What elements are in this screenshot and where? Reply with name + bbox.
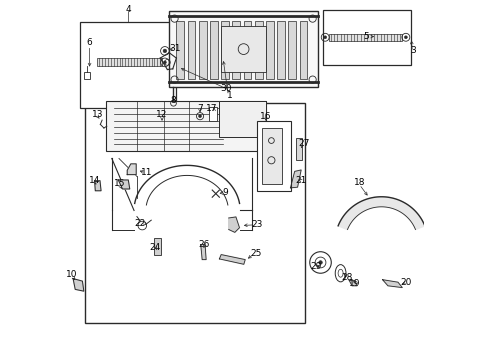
- Text: 9: 9: [222, 188, 227, 197]
- Text: 8: 8: [170, 96, 176, 105]
- Bar: [80, 22, 176, 108]
- Text: 24: 24: [149, 243, 160, 252]
- Text: 22: 22: [134, 219, 145, 228]
- Bar: [232, 22, 240, 79]
- Text: 1: 1: [227, 91, 233, 100]
- Bar: [187, 22, 195, 79]
- Text: 19: 19: [348, 279, 360, 288]
- Polygon shape: [382, 280, 402, 288]
- Circle shape: [163, 49, 166, 53]
- Bar: [243, 22, 251, 79]
- Text: 12: 12: [156, 110, 167, 119]
- Bar: [169, 12, 317, 87]
- Bar: [254, 22, 262, 79]
- Text: 3: 3: [409, 46, 415, 55]
- Circle shape: [318, 261, 322, 264]
- Bar: [208, 107, 216, 121]
- Polygon shape: [348, 280, 356, 286]
- Bar: [176, 22, 184, 79]
- Bar: [299, 22, 307, 79]
- Bar: [262, 128, 282, 184]
- Text: 26: 26: [198, 240, 209, 249]
- Polygon shape: [219, 255, 244, 264]
- Text: 27: 27: [297, 139, 309, 148]
- Bar: [221, 26, 265, 72]
- Text: 28: 28: [340, 273, 352, 282]
- Text: 6: 6: [86, 38, 92, 47]
- Circle shape: [404, 36, 407, 39]
- Text: 29: 29: [310, 262, 321, 271]
- Text: 25: 25: [250, 249, 261, 258]
- Bar: [257, 121, 290, 191]
- Text: 16: 16: [260, 112, 271, 121]
- Text: 10: 10: [66, 270, 77, 279]
- Bar: [288, 22, 296, 79]
- Bar: [209, 22, 217, 79]
- Bar: [328, 34, 402, 41]
- Text: 31: 31: [168, 44, 180, 53]
- Circle shape: [323, 36, 326, 39]
- Bar: [106, 101, 265, 151]
- Bar: [219, 101, 265, 137]
- Circle shape: [163, 61, 166, 64]
- Polygon shape: [127, 164, 136, 175]
- Bar: [265, 22, 273, 79]
- Bar: [296, 138, 301, 160]
- Polygon shape: [201, 244, 206, 260]
- Bar: [198, 22, 206, 79]
- Text: 14: 14: [89, 176, 100, 185]
- Bar: [85, 103, 305, 323]
- Text: 21: 21: [295, 176, 306, 185]
- Circle shape: [275, 136, 279, 140]
- Text: 2: 2: [277, 141, 283, 150]
- Text: 30: 30: [220, 84, 231, 93]
- Bar: [97, 58, 162, 66]
- Text: 20: 20: [399, 278, 411, 287]
- Circle shape: [198, 115, 201, 118]
- Polygon shape: [228, 217, 239, 232]
- Bar: [221, 22, 228, 79]
- Bar: [83, 72, 90, 79]
- Text: 23: 23: [251, 220, 262, 229]
- Text: 4: 4: [125, 5, 130, 14]
- Text: 7: 7: [197, 104, 203, 113]
- Text: 18: 18: [353, 178, 364, 187]
- Polygon shape: [94, 181, 101, 191]
- Text: 13: 13: [92, 110, 103, 119]
- Text: 5: 5: [363, 32, 368, 41]
- Bar: [154, 238, 160, 255]
- Polygon shape: [73, 279, 83, 291]
- Text: 17: 17: [205, 104, 217, 113]
- Bar: [277, 22, 285, 79]
- Text: 11: 11: [141, 168, 152, 177]
- Polygon shape: [338, 197, 424, 230]
- Polygon shape: [290, 170, 301, 188]
- Bar: [323, 10, 410, 65]
- Polygon shape: [118, 180, 129, 189]
- Text: 15: 15: [114, 179, 125, 188]
